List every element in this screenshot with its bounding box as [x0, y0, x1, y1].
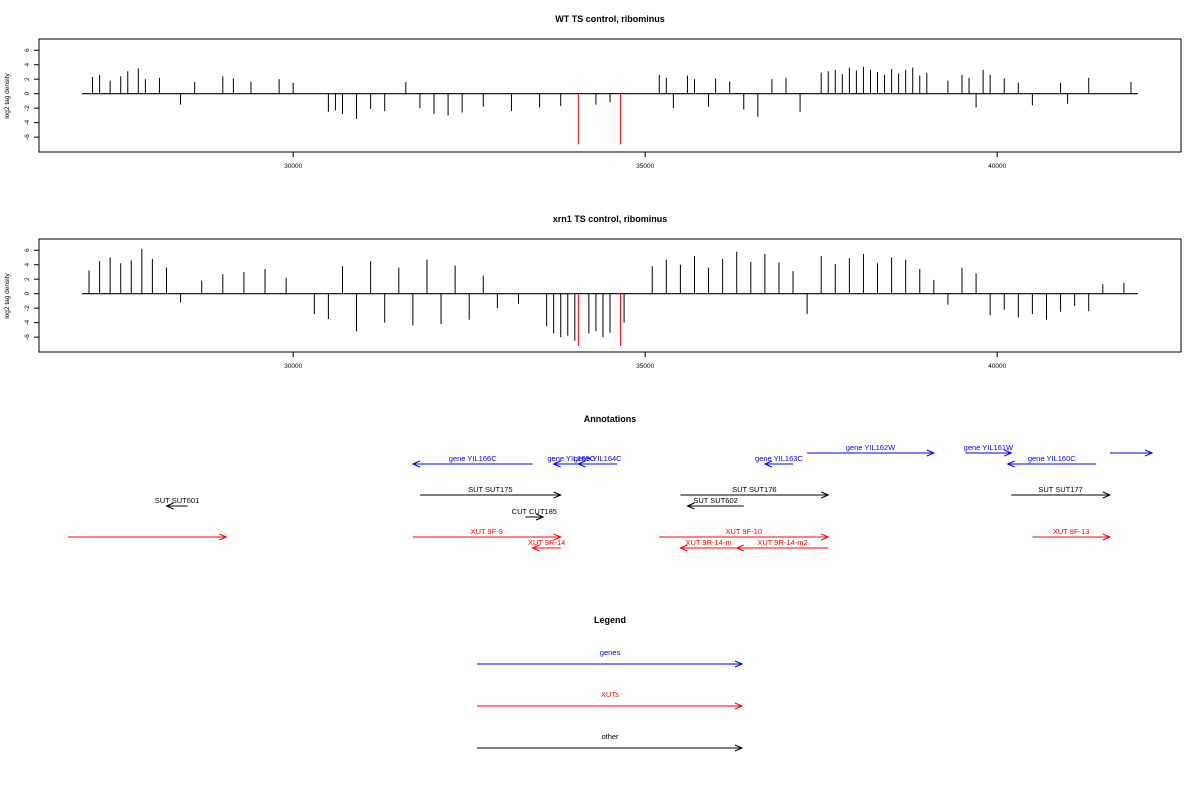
other-arrow-head [165, 502, 174, 510]
wt-panel-title: WT TS control, ribominus [555, 14, 665, 24]
other-arrow-head [821, 491, 830, 499]
legend-title: Legend [594, 615, 626, 625]
wt-panel: WT TS control, ribominus log2 tag densit… [4, 14, 1182, 170]
gene-arrow-head [577, 460, 586, 468]
xut-arrow-head [531, 544, 540, 552]
xut-arrow-head [735, 544, 744, 552]
xrn1-bars [82, 248, 1138, 346]
xrn1-y-tick-label: 6 [24, 248, 31, 252]
wt-plot-frame [38, 38, 1182, 153]
xrn1-plot-frame [38, 238, 1182, 353]
other-label: SUT SUT176 [732, 485, 776, 494]
gene-label: gene YIL165C [547, 454, 595, 463]
other-arrow-head [535, 513, 545, 521]
xrn1-x-ticks: 30000 35000 40000 [284, 352, 1007, 370]
other-label: SUT SUT175 [468, 485, 512, 494]
xrn1-y-tick-label: 4 [24, 263, 31, 267]
xrn1-y-tick-label: -4 [24, 319, 31, 325]
wt-x-tick-label: 35000 [636, 163, 654, 170]
xut-label: XUT 9F-10 [725, 527, 762, 536]
xrn1-y-tick-label: -6 [24, 334, 31, 340]
legend-arrow-head [734, 660, 744, 668]
xut-label: XUT 9F-9 [471, 527, 503, 536]
legend-label: other [601, 732, 619, 741]
xut-label: XUT 9R-14-m [685, 538, 731, 547]
annotations-title: Annotations [584, 414, 637, 424]
wt-y-tick-label: -2 [24, 105, 31, 111]
wt-y-tick-label: 0 [24, 92, 31, 96]
gene-arrow-head [1144, 449, 1154, 457]
xrn1-y-axis-label: log2 tag density [4, 272, 11, 318]
xrn1-x-tick-label: 30000 [284, 363, 302, 370]
legend: genes XUTs other [477, 648, 744, 752]
wt-y-tick-label: -4 [24, 119, 31, 125]
xrn1-x-tick-label: 35000 [636, 363, 654, 370]
wt-y-tick-label: 4 [24, 63, 31, 67]
xrn1-y-tick-label: -2 [24, 305, 31, 311]
gene-arrow-head [1006, 460, 1015, 468]
xut-arrow-head [679, 544, 688, 552]
xut-arrow-head [821, 533, 830, 541]
gene-label: gene YIL161W [964, 443, 1014, 452]
other-label: CUT CUT185 [512, 507, 557, 516]
wt-y-tick-label: 6 [24, 48, 31, 52]
gene-arrow-head [411, 460, 421, 468]
other-label: SUT SUT601 [155, 496, 199, 505]
wt-y-ticks: -6 -4 -2 0 2 4 6 [24, 48, 39, 140]
wt-x-ticks: 30000 35000 40000 [284, 152, 1007, 170]
gene-arrow-head [1004, 449, 1013, 457]
gene-arrow-head [552, 460, 561, 468]
gene-arrow-head [926, 449, 936, 457]
wt-y-tick-label: -6 [24, 134, 31, 140]
wt-y-axis-label: log2 tag density [4, 72, 11, 118]
xut-arrow-head [1102, 533, 1112, 541]
other-label: SUT SUT177 [1038, 485, 1082, 494]
gene-label: gene YIL166C [449, 454, 497, 463]
gene-label: gene YIL160C [1028, 454, 1076, 463]
xrn1-y-ticks: -6 -4 -2 0 2 4 6 [24, 248, 39, 340]
xut-arrow-head [219, 533, 228, 541]
legend-label: genes [600, 648, 621, 657]
gene-label: gene YIL164C [574, 454, 622, 463]
wt-bars [82, 66, 1138, 145]
legend-label: XUTs [601, 690, 619, 699]
gene-arrow-head [763, 460, 773, 468]
gene-label: gene YIL163C [755, 454, 803, 463]
xrn1-x-tick-label: 40000 [988, 363, 1006, 370]
other-arrow-head [1102, 491, 1112, 499]
wt-y-tick-label: 2 [24, 77, 31, 81]
xrn1-y-tick-label: 2 [24, 277, 31, 281]
legend-arrow-head [734, 702, 744, 710]
xut-label: XUT 9R-14-m2 [757, 538, 807, 547]
xrn1-panel: xrn1 TS control, ribominus log2 tag dens… [4, 214, 1182, 370]
wt-x-tick-label: 40000 [988, 163, 1006, 170]
wt-x-tick-label: 30000 [284, 163, 302, 170]
other-arrow-head [553, 491, 562, 499]
gene-label: gene YIL162W [846, 443, 896, 452]
other-arrow-head [686, 502, 695, 510]
xut-label: XUT 9F-13 [1053, 527, 1090, 536]
xrn1-panel-title: xrn1 TS control, ribominus [553, 214, 668, 224]
xut-arrow-head [553, 533, 562, 541]
xrn1-y-tick-label: 0 [24, 292, 31, 296]
other-label: SUT SUT602 [693, 496, 737, 505]
xut-label: XUT 9R-14 [528, 538, 565, 547]
legend-arrow-head [734, 744, 744, 752]
